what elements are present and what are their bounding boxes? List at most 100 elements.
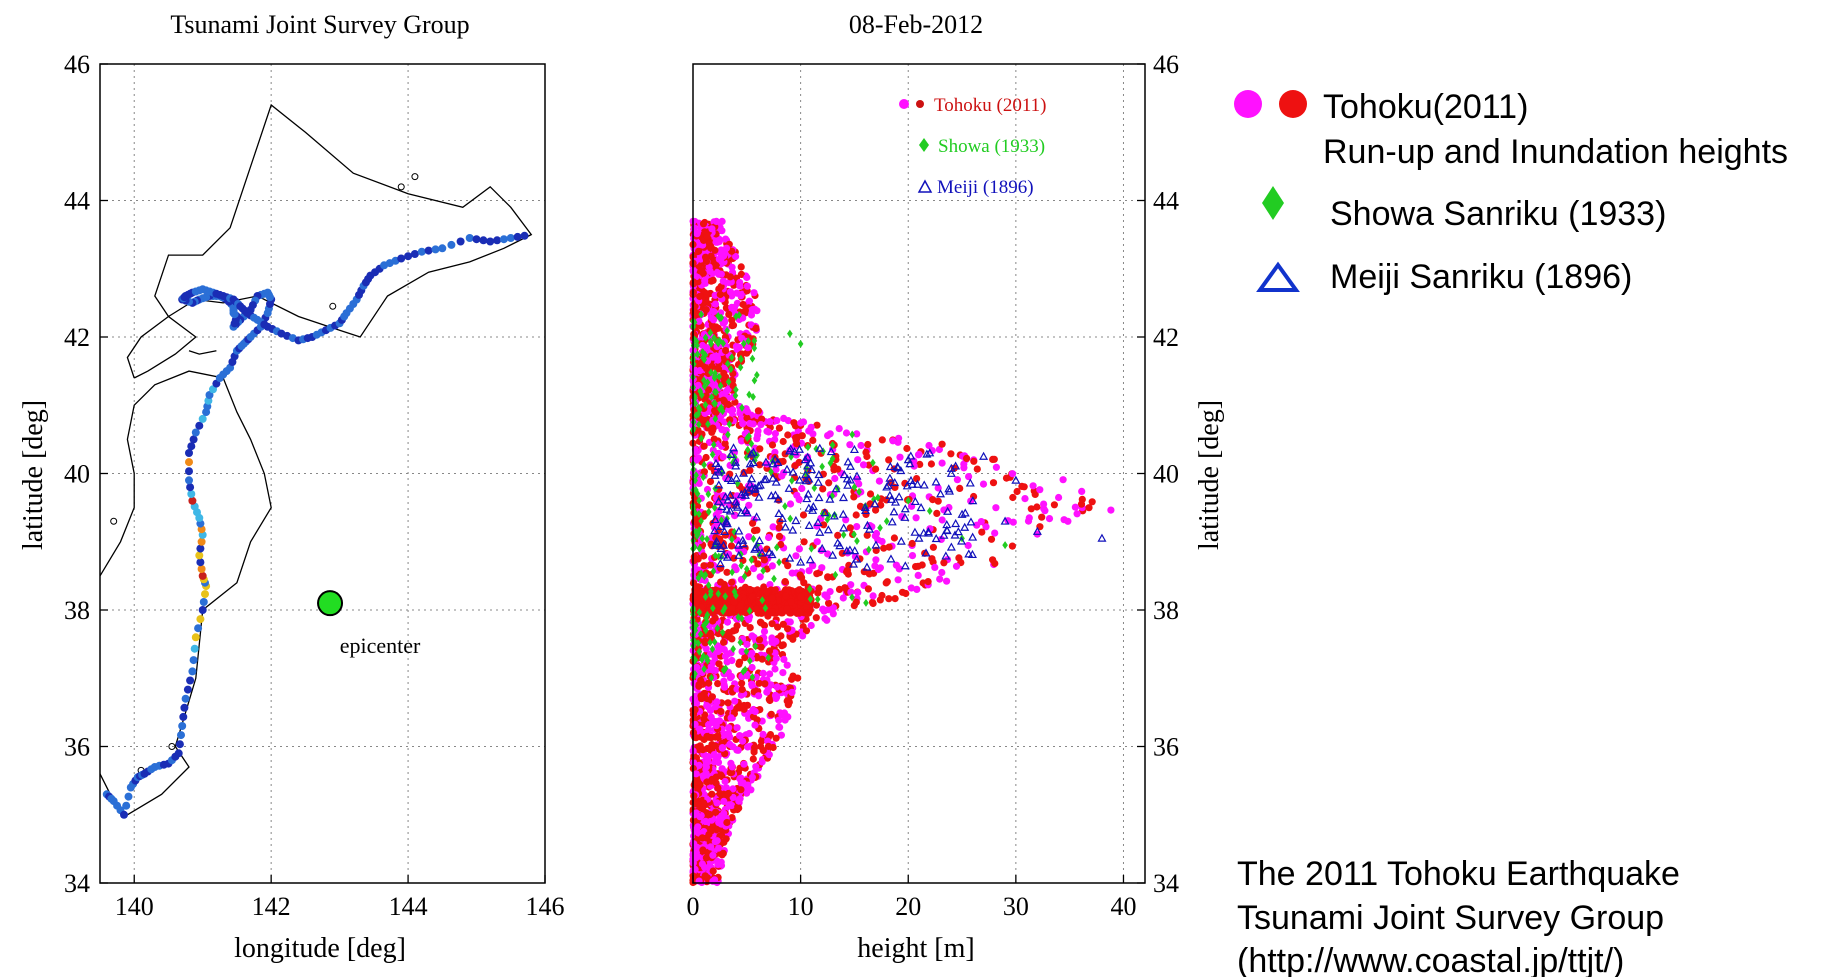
tohoku-point xyxy=(706,561,715,569)
tohoku-point xyxy=(733,685,741,693)
tohoku-point xyxy=(736,602,745,610)
tohoku-point xyxy=(876,596,884,604)
tohoku-point xyxy=(746,586,755,594)
tohoku-point xyxy=(690,306,698,314)
tohoku-point xyxy=(715,600,723,608)
tohoku-point xyxy=(741,306,750,314)
tohoku-point xyxy=(779,669,787,677)
meiji-point xyxy=(731,473,741,482)
tohoku-point xyxy=(720,809,728,818)
tohoku-point xyxy=(771,586,779,594)
tohoku-point xyxy=(872,546,880,555)
legend-showa-label: Showa Sanriku (1933) xyxy=(1330,195,1666,233)
tohoku-point xyxy=(698,834,706,842)
tohoku-point xyxy=(771,665,779,673)
tohoku-point xyxy=(703,702,711,710)
tohoku-point xyxy=(708,225,716,233)
tohoku-point xyxy=(947,450,955,458)
inset-legend-triangle xyxy=(917,179,933,193)
tohoku-point xyxy=(768,620,776,628)
meiji-point xyxy=(886,554,896,563)
survey-point xyxy=(185,458,193,467)
tohoku-point xyxy=(743,414,751,422)
tohoku-point xyxy=(717,771,725,779)
tohoku-point xyxy=(748,773,757,781)
tohoku-point xyxy=(938,440,946,448)
tohoku-point xyxy=(915,450,923,458)
tohoku-point xyxy=(766,670,774,678)
tohoku-point xyxy=(794,674,802,682)
tohoku-point xyxy=(927,460,936,468)
tohoku-point xyxy=(854,456,862,464)
tohoku-point xyxy=(713,698,721,706)
tohoku-point xyxy=(743,640,751,649)
tohoku-point xyxy=(819,485,827,493)
map-y-tick-label: 36 xyxy=(64,733,90,762)
tohoku-point xyxy=(813,421,821,429)
tohoku-point xyxy=(777,632,785,640)
meiji-point xyxy=(796,557,806,566)
tohoku-point xyxy=(750,527,759,535)
tohoku-point xyxy=(992,463,1001,471)
tohoku-point xyxy=(936,575,944,583)
tohoku-point xyxy=(728,407,736,415)
tohoku-point xyxy=(752,673,760,681)
tohoku-point xyxy=(842,429,851,437)
meiji-point xyxy=(813,477,823,486)
tohoku-point xyxy=(737,786,745,794)
tohoku-point xyxy=(706,501,714,509)
tohoku-point xyxy=(749,519,757,527)
tohoku-point xyxy=(699,772,707,780)
tohoku-point xyxy=(757,619,765,627)
tohoku-point xyxy=(701,863,709,871)
tohoku-point xyxy=(695,247,703,255)
tohoku-point xyxy=(820,521,828,529)
meiji-point xyxy=(965,478,975,487)
credit-line2: Tsunami Joint Survey Group xyxy=(1237,899,1664,937)
meiji-point xyxy=(814,492,824,502)
tohoku-point xyxy=(720,397,729,405)
tohoku-point xyxy=(842,516,850,524)
tohoku-point xyxy=(702,257,711,265)
tohoku-point xyxy=(924,578,932,586)
inset-legend-diamond xyxy=(919,138,929,152)
tohoku-point xyxy=(736,795,744,803)
survey-point xyxy=(197,565,206,573)
tohoku-point xyxy=(717,849,725,858)
tohoku-point xyxy=(722,835,730,843)
tohoku-point xyxy=(733,724,741,732)
tohoku-point xyxy=(847,588,855,596)
tohoku-point xyxy=(737,292,745,300)
tohoku-point xyxy=(709,446,717,454)
tohoku-point xyxy=(800,538,808,546)
legend-meiji-label: Meiji Sanriku (1896) xyxy=(1330,258,1632,296)
tohoku-point xyxy=(821,591,829,599)
tohoku-point xyxy=(843,568,851,576)
tohoku-point xyxy=(1031,490,1039,498)
map-y-tick-label: 44 xyxy=(64,187,90,216)
tohoku-point xyxy=(728,768,736,777)
tohoku-point xyxy=(829,610,837,618)
tohoku-point xyxy=(710,308,718,316)
tohoku-point xyxy=(1050,501,1058,509)
tohoku-point xyxy=(872,556,880,564)
survey-point xyxy=(175,740,184,749)
tohoku-point xyxy=(730,303,739,311)
tohoku-point xyxy=(731,563,739,571)
island-outline xyxy=(397,183,405,191)
tohoku-point xyxy=(699,220,708,228)
tohoku-point xyxy=(722,347,730,355)
tohoku-point xyxy=(925,441,933,450)
tohoku-point xyxy=(708,790,716,798)
tohoku-point xyxy=(765,533,773,542)
tohoku-point xyxy=(714,732,722,740)
tohoku-point xyxy=(721,652,730,660)
tohoku-point xyxy=(809,436,817,444)
tohoku-point xyxy=(864,440,872,449)
tohoku-point xyxy=(710,316,718,324)
tohoku-point xyxy=(750,748,758,756)
tohoku-point xyxy=(707,663,715,671)
tohoku-point xyxy=(938,459,946,467)
map-y-tick-label: 42 xyxy=(64,323,90,352)
tohoku-point xyxy=(823,616,831,624)
